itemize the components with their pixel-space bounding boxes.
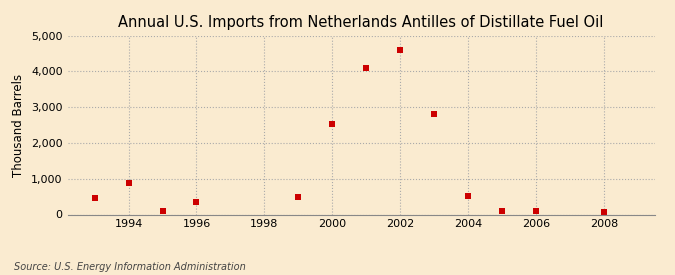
- Text: Source: U.S. Energy Information Administration: Source: U.S. Energy Information Administ…: [14, 262, 245, 271]
- Y-axis label: Thousand Barrels: Thousand Barrels: [12, 73, 26, 177]
- Title: Annual U.S. Imports from Netherlands Antilles of Distillate Fuel Oil: Annual U.S. Imports from Netherlands Ant…: [118, 15, 604, 31]
